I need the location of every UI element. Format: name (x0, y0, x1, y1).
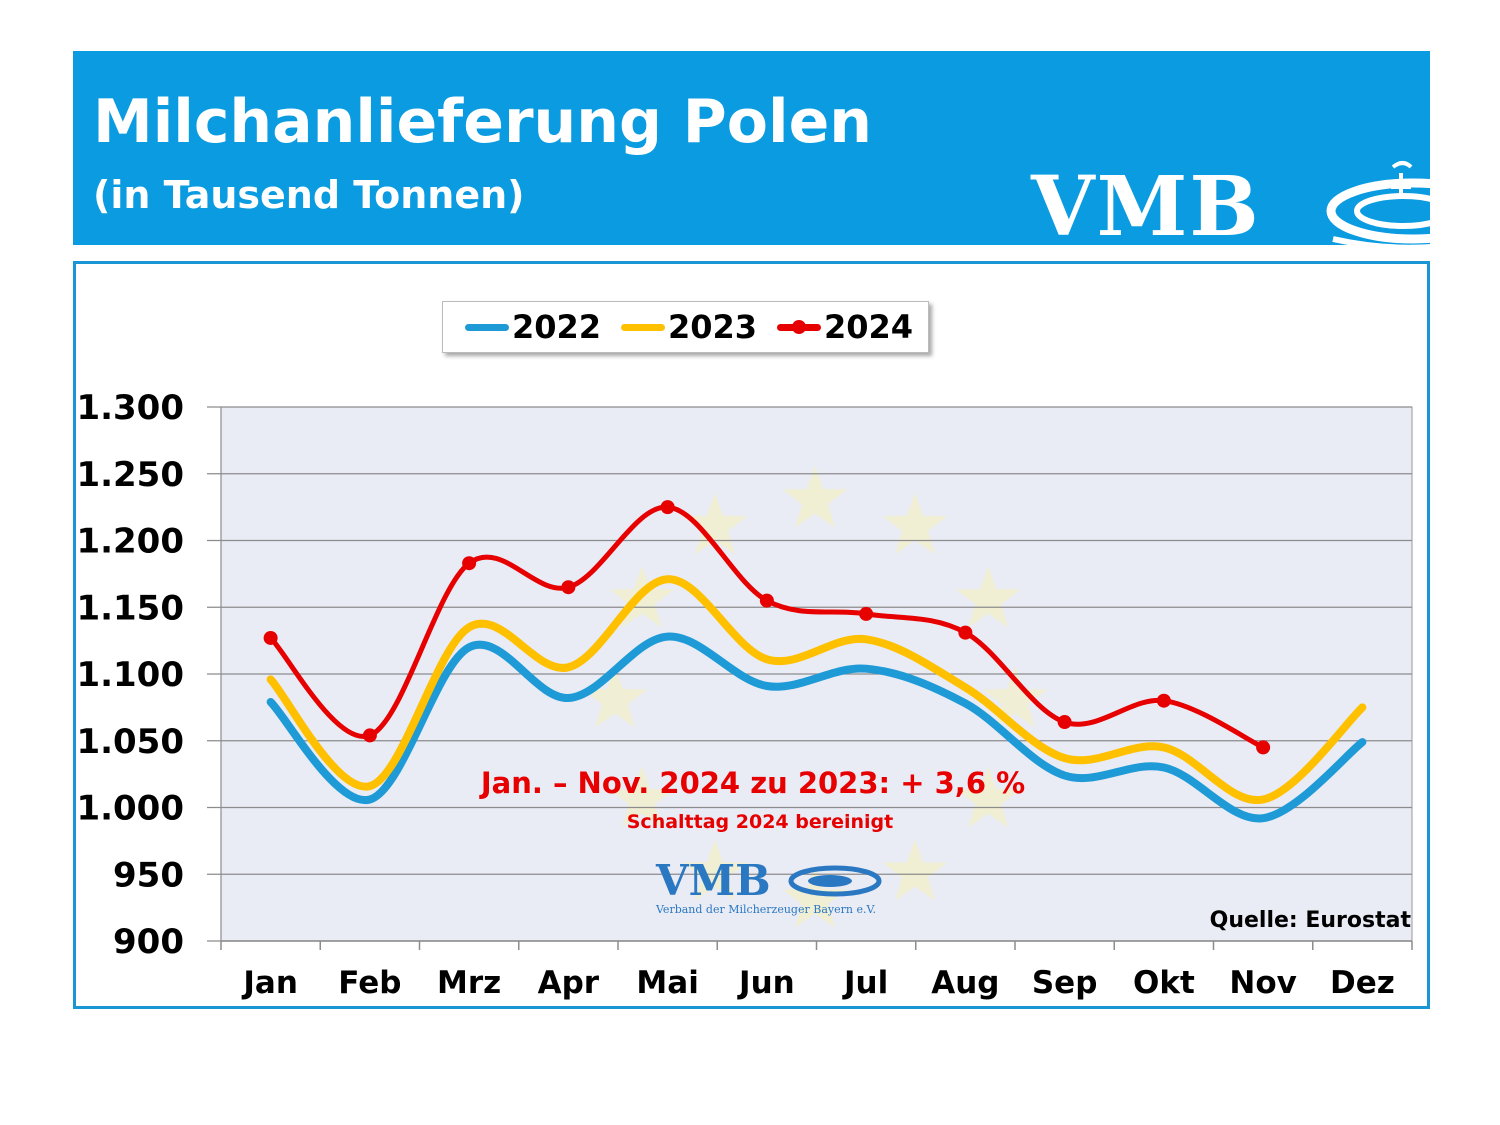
data-point-2024 (263, 630, 278, 645)
x-tick-label: Feb (338, 965, 401, 1001)
x-tick-label: Jun (737, 965, 795, 1001)
watermark-logo-icon (788, 865, 882, 897)
page-title: Milchanlieferung Polen (93, 87, 872, 157)
y-tick-label: 950 (113, 855, 184, 895)
data-point-2024 (958, 625, 973, 640)
y-tick-label: 1.300 (76, 388, 184, 428)
background-star (882, 839, 948, 901)
watermark-tagline: Verband der Milcherzeuger Bayern e.V. (655, 903, 876, 916)
page-subtitle: (in Tausend Tonnen) (93, 173, 525, 217)
background-star (955, 566, 1021, 628)
annotation-leapday: Schalttag 2024 bereinigt (627, 811, 893, 833)
data-point-2024 (859, 606, 874, 621)
data-point-2024 (1256, 740, 1271, 755)
chart-legend: 2022 2023 2024 (442, 301, 929, 353)
background-star (682, 839, 748, 901)
annotation-main: Jan. – Nov. 2024 zu 2023: + 3,6 % (479, 766, 1025, 800)
x-tick-label: Aug (931, 965, 999, 1001)
legend-label-2024: 2024 (824, 308, 914, 346)
watermark-logo-text: VMB (655, 856, 771, 905)
y-tick-label: 1.150 (76, 588, 184, 628)
x-tick-label: Jul (842, 965, 888, 1001)
x-tick-label: Dez (1330, 965, 1395, 1001)
y-tick-label: 1.000 (76, 789, 184, 829)
data-point-2024 (362, 728, 377, 743)
vmb-watermark: VMB Verband der Milcherzeuger Bayern e.V… (655, 856, 882, 916)
x-tick-label: Sep (1032, 965, 1098, 1001)
legend-swatch-2023 (621, 323, 665, 331)
x-tick-label: Mai (636, 965, 698, 1001)
background-star (782, 866, 848, 928)
background-star (582, 666, 648, 728)
header-banner: Milchanlieferung Polen (in Tausend Tonne… (73, 51, 1500, 255)
y-tick-label: 1.050 (76, 722, 184, 762)
y-tick-label: 900 (113, 922, 184, 962)
legend-swatch-2024 (777, 319, 821, 334)
data-point-2024 (759, 593, 774, 608)
series-line-2024 (268, 504, 1266, 750)
legend-label-2023: 2023 (668, 308, 758, 346)
legend-label-2022: 2022 (512, 308, 602, 346)
background-star (609, 766, 675, 828)
data-point-2024 (1156, 693, 1171, 708)
x-tick-label: Okt (1133, 965, 1195, 1001)
y-tick-label: 1.250 (76, 455, 184, 495)
x-tick-label: Jan (241, 965, 298, 1001)
legend-item-2024: 2024 (777, 308, 913, 346)
source-label: Quelle: Eurostat (1210, 908, 1412, 933)
background-star (955, 766, 1021, 828)
series-line-2022 (266, 632, 1367, 823)
x-tick-label: Nov (1229, 965, 1296, 1001)
y-tick-label: 1.200 (76, 522, 184, 562)
y-tick-label: 1.100 (76, 655, 184, 695)
vmb-logo-icon (1326, 161, 1500, 249)
background-star (882, 492, 948, 555)
data-point-2024 (561, 580, 576, 595)
background-star (782, 466, 848, 528)
data-point-2024 (1057, 715, 1072, 730)
legend-item-2022: 2022 (465, 308, 601, 346)
background-star (982, 666, 1048, 728)
vmb-logo-text: VMB (1031, 159, 1261, 255)
background-star (682, 492, 748, 555)
x-tick-label: Apr (538, 965, 600, 1001)
legend-swatch-2022 (465, 323, 509, 331)
x-tick-label: Mrz (437, 965, 501, 1001)
series-line-2023 (266, 575, 1367, 805)
data-point-2024 (462, 556, 477, 571)
data-point-2024 (660, 500, 675, 515)
legend-item-2023: 2023 (621, 308, 757, 346)
